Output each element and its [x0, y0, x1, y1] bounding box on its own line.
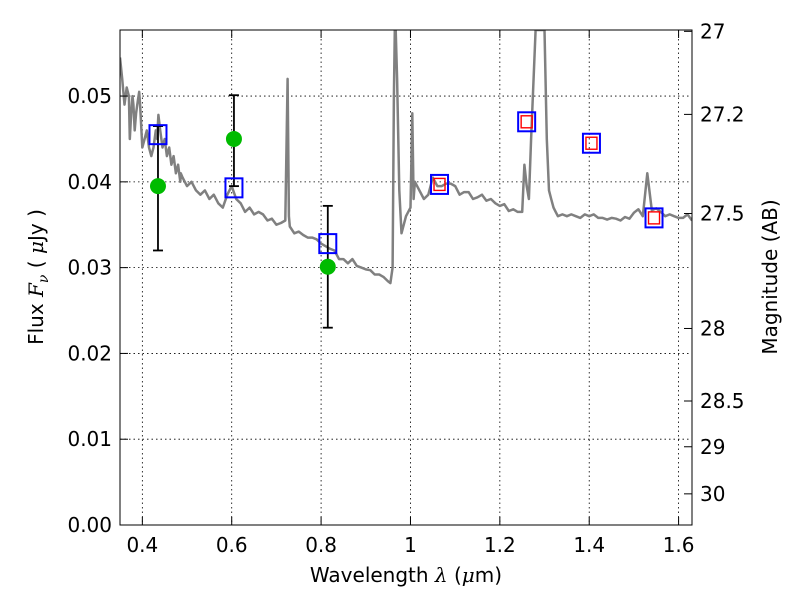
y-axis-label-subscript: ν	[36, 274, 52, 283]
x-tick-label: 1	[404, 533, 417, 557]
x-axis-label-unit: m)	[475, 563, 502, 587]
y-axis-label-prefix: Flux	[24, 297, 48, 345]
y-tick-label: 0.05	[67, 84, 112, 108]
y-tick-label: 0.02	[67, 341, 112, 365]
y-tick-label: 0.04	[67, 170, 112, 194]
y2-tick-label: 27	[700, 19, 725, 43]
x-tick-label: 0.4	[126, 533, 158, 557]
y2-tick-label: 27.5	[700, 202, 745, 226]
y-tick-label: 0.01	[67, 427, 112, 451]
model-box	[224, 177, 244, 199]
observed-point	[225, 130, 242, 147]
axis-ticks	[120, 30, 692, 526]
y2-tick-label: 28	[700, 316, 725, 340]
x-tick-label: 0.8	[305, 533, 337, 557]
model-box	[318, 233, 338, 255]
tick-labels: 0.4 0.6 0.8 1 1.2 1.4 1.6 0.00 0.01 0.02 0.03 0.04 0…	[67, 19, 744, 557]
y2-tick-label: 29	[700, 435, 725, 459]
spectrum-line	[120, 30, 692, 285]
model-box	[430, 173, 450, 195]
red-box	[585, 136, 598, 150]
model-box	[148, 124, 168, 146]
y-tick-label: 0.03	[67, 256, 112, 280]
model-box	[581, 132, 601, 154]
plot-frame	[119, 29, 693, 526]
y-axis-label-symbol: F	[24, 282, 48, 298]
red-box	[520, 115, 533, 129]
x-axis-label-prefix: Wavelength	[310, 563, 435, 587]
red-box	[433, 177, 446, 192]
x-tick-label: 1.6	[663, 533, 695, 557]
y2-tick-label: 30	[700, 482, 725, 506]
y-tick-label: 0.00	[67, 513, 112, 537]
x-tick-label: 0.6	[216, 533, 248, 557]
y2-axis-label: Magnitude (AB)	[758, 199, 782, 354]
model-box	[517, 111, 537, 133]
observed-point	[149, 178, 166, 195]
y-axis-label-open: (	[24, 254, 48, 275]
y2-tick-label: 27.2	[700, 102, 745, 126]
x-tick-label: 1.2	[484, 533, 516, 557]
x-axis-label-unit-greek: μ	[462, 563, 475, 587]
plot-area	[120, 30, 692, 329]
x-axis-label-open: (	[448, 563, 462, 587]
x-tick-label: 1.4	[573, 533, 605, 557]
y2-tick-label: 28.5	[700, 389, 745, 413]
red-box	[647, 211, 661, 225]
y-axis-label-unit: Jy )	[24, 209, 48, 243]
observed-point	[319, 258, 336, 275]
model-box	[644, 207, 664, 229]
y-axis-label: Flux Fν ( μJy )	[24, 209, 52, 345]
x-axis-label: Wavelength λ (μm)	[310, 563, 502, 587]
x-axis-label-symbol: λ	[434, 563, 448, 587]
y-axis-label-unit-greek: μ	[24, 241, 48, 254]
